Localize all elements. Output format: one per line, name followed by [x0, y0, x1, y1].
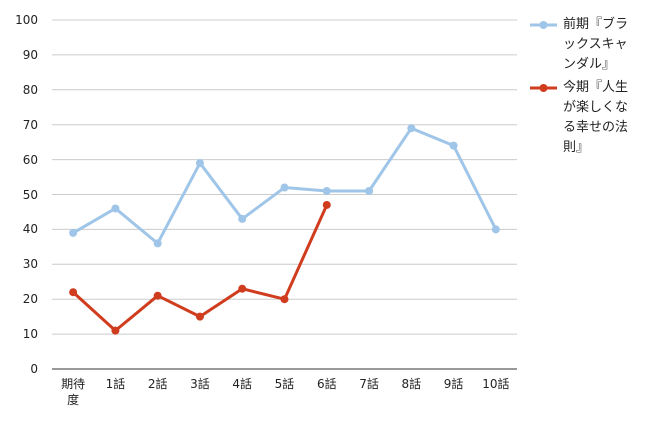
x-tick-label: 9話	[443, 377, 464, 391]
point	[153, 239, 162, 248]
point	[280, 183, 289, 192]
y-tick-label: 30	[22, 257, 38, 272]
legend-swatch-dot	[539, 84, 548, 92]
legend-label: 今期『人生が楽しくなる幸せの法則』	[563, 80, 629, 155]
x-tick-label: 10話	[482, 377, 510, 391]
x-tick-label: 8話	[401, 377, 422, 391]
point	[280, 295, 289, 304]
point	[238, 284, 247, 293]
y-tick-label: 50	[22, 187, 38, 202]
y-tick-label: 100	[15, 13, 38, 27]
legend-label: 前期『ブラックスキャンダル』	[563, 17, 629, 72]
point	[322, 187, 331, 196]
point	[69, 228, 78, 237]
point	[153, 291, 162, 300]
x-tick-label: 4話	[232, 377, 253, 391]
point	[69, 288, 78, 297]
x-tick-label: 7話	[359, 377, 379, 391]
y-tick-label: 90	[22, 47, 38, 62]
x-tick-label: 3話	[190, 377, 210, 391]
y-tick-label: 10	[22, 327, 38, 342]
point	[407, 124, 416, 133]
y-tick-label: 0	[30, 362, 38, 376]
point	[491, 225, 500, 234]
point	[111, 204, 120, 213]
y-tick-label: 20	[22, 292, 38, 307]
x-tick-label: 期待度	[61, 377, 86, 407]
legend-swatch-dot	[539, 21, 548, 29]
y-tick-label: 60	[22, 152, 38, 167]
x-tick-label: 1話	[105, 377, 126, 391]
y-tick-label: 70	[22, 117, 38, 132]
series-line	[72, 204, 329, 333]
point	[195, 159, 204, 168]
point	[365, 187, 374, 196]
point	[111, 326, 120, 335]
point	[449, 141, 458, 150]
point	[195, 312, 204, 321]
y-tick-label: 40	[22, 222, 38, 237]
x-tick-label: 2話	[147, 377, 168, 391]
y-tick-label: 80	[22, 82, 38, 97]
point	[238, 214, 247, 223]
x-tick-label: 6話	[316, 377, 337, 391]
point	[322, 200, 331, 209]
x-tick-label: 5話	[274, 377, 295, 391]
